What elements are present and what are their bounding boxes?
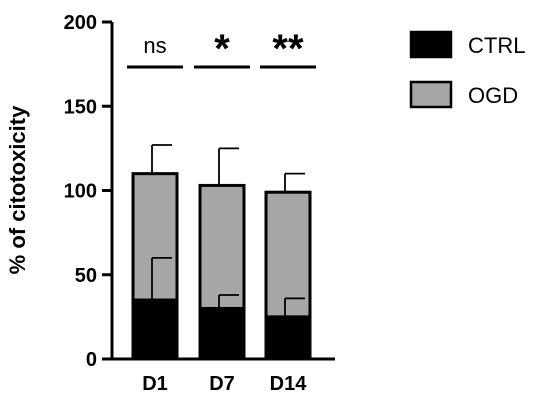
x-tick-label: D1 bbox=[142, 373, 168, 395]
x-tick-labels: D1 D7 D14 bbox=[142, 373, 307, 395]
y-tick-label: 100 bbox=[64, 181, 97, 203]
y-tick-label: 150 bbox=[64, 96, 97, 118]
bar-ogd-d7 bbox=[198, 183, 246, 310]
y-tick-label: 0 bbox=[86, 349, 97, 371]
legend-swatch-ctrl bbox=[409, 30, 453, 59]
significance-label: ns bbox=[143, 33, 166, 58]
y-tick-label: 200 bbox=[64, 12, 97, 34]
bar-ctrl-d1 bbox=[131, 298, 179, 361]
legend-label-ctrl: CTRL bbox=[468, 33, 525, 58]
bar-ogd-d14 bbox=[264, 190, 312, 319]
bar-ogd-d1 bbox=[131, 172, 179, 302]
legend: CTRL OGD bbox=[409, 30, 525, 109]
significance-label: * bbox=[214, 27, 230, 71]
y-tick-labels: 0 50 100 150 200 bbox=[64, 12, 97, 371]
x-tick-label: D7 bbox=[209, 373, 235, 395]
y-axis-label: % of citotoxicity bbox=[5, 105, 30, 274]
legend-label-ogd: OGD bbox=[468, 83, 518, 108]
bar-ctrl-d7 bbox=[198, 306, 246, 361]
significance-annotations: ns * ** bbox=[127, 27, 316, 71]
significance-label: ** bbox=[272, 27, 304, 71]
legend-swatch-ogd bbox=[409, 80, 453, 109]
error-bars bbox=[151, 144, 305, 317]
x-tick-label: D14 bbox=[270, 373, 308, 395]
y-tick-label: 50 bbox=[75, 265, 97, 287]
bar-ctrl-d14 bbox=[264, 315, 312, 361]
bars bbox=[131, 172, 312, 361]
